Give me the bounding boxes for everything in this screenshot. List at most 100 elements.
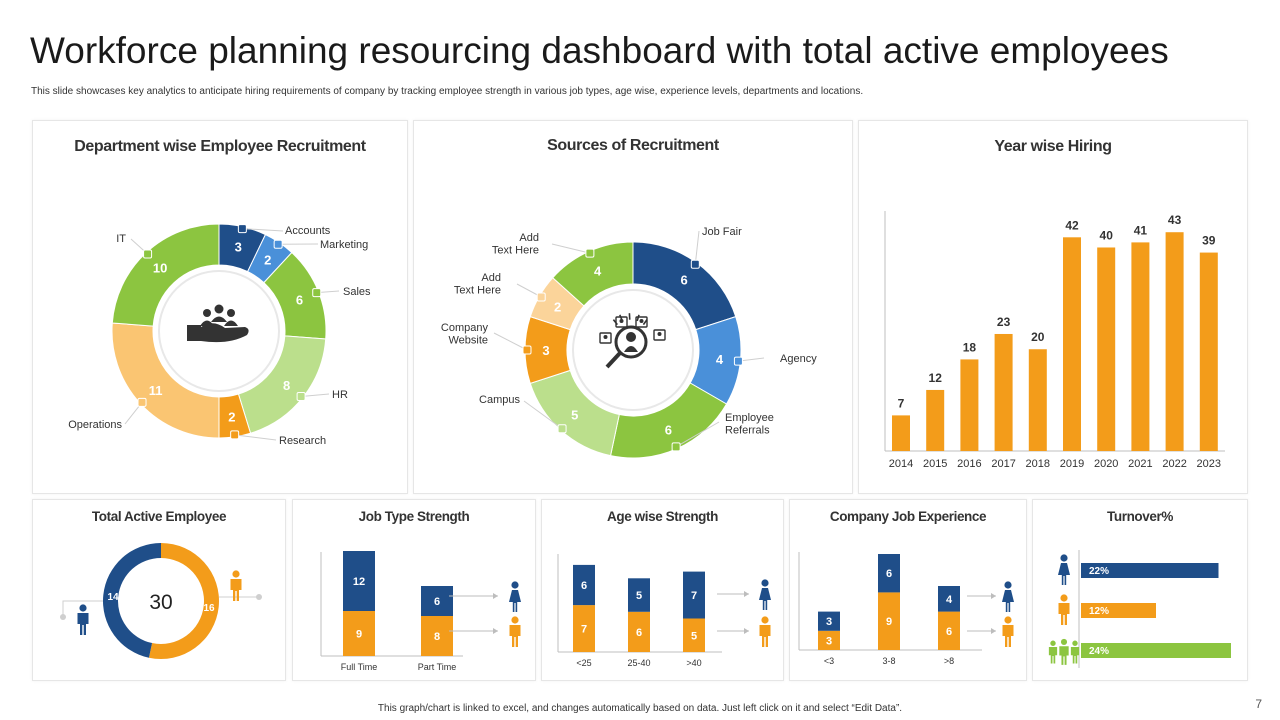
- year-value-label: 12: [929, 371, 943, 385]
- magnifier-handle: [605, 351, 622, 369]
- speech-box: [615, 316, 628, 328]
- jobtype-bar-male-full-time[interactable]: [343, 551, 375, 611]
- turnover-bar-chart[interactable]: 22% 12% 24%: [1033, 500, 1249, 682]
- total-slice-female[interactable]: [148, 543, 220, 659]
- speech-person: [657, 332, 662, 336]
- experience-male-value: 3: [826, 616, 832, 628]
- sources-category-label: Agency: [780, 353, 817, 365]
- jobtype-bar-female-full-time[interactable]: [343, 611, 375, 656]
- sources-category-label: Referrals: [725, 425, 770, 437]
- female-connector-dot: [256, 594, 262, 600]
- year-bar-2022[interactable]: [1165, 232, 1184, 451]
- year-bar-2015[interactable]: [926, 389, 945, 451]
- turnover-bar-female[interactable]: [1081, 603, 1156, 618]
- sources-category-label: Website: [448, 335, 488, 347]
- person-head: [227, 309, 235, 317]
- dept-category-label: Research: [279, 435, 326, 447]
- sources-callout-marker: [557, 424, 567, 434]
- sources-category-label: Add: [481, 272, 501, 284]
- year-bar-2018[interactable]: [1028, 349, 1047, 451]
- jobtype-female-value: 8: [434, 631, 440, 643]
- total-active-donut-chart[interactable]: 30 16 14: [33, 500, 287, 682]
- turnover-bar-total[interactable]: [1081, 643, 1231, 658]
- year-bar-2014[interactable]: [892, 415, 910, 451]
- page-title: Workforce planning resourcing dashboard …: [30, 30, 1169, 71]
- person-body: [211, 316, 227, 322]
- experience-male-icon-body: [1002, 590, 1014, 612]
- total-male-icon: [77, 604, 89, 635]
- dept-value-label: 10: [153, 261, 167, 276]
- turnover-value-label: 24%: [1089, 646, 1109, 657]
- sources-callout-marker: [522, 345, 532, 355]
- year-bar-2023[interactable]: [1199, 252, 1218, 451]
- dept-category-label: Operations: [68, 419, 122, 431]
- year-bar-2017[interactable]: [994, 333, 1013, 451]
- age-bar-female-25[interactable]: [573, 605, 595, 652]
- jobtype-male-value: 12: [353, 576, 365, 588]
- experience-bar-male-8[interactable]: [938, 586, 960, 612]
- group-member-icon: [1070, 640, 1080, 664]
- turnover-female-icon-head: [1060, 594, 1068, 602]
- magnifier-lens: [614, 325, 648, 359]
- job-type-stacked-chart[interactable]: 9 12 Full Time 8 6 Part Time: [293, 500, 537, 682]
- age-bar-female-40[interactable]: [683, 618, 705, 653]
- year-hiring-panel: Year wise Hiring 7 2014 12 2015 18 2016 23 2017…: [858, 120, 1248, 494]
- dept-category-label: Accounts: [285, 225, 331, 237]
- year-tick-label: 2016: [957, 458, 981, 470]
- total-slice-male[interactable]: [103, 543, 161, 658]
- male-connector: [62, 600, 103, 615]
- sources-callout-line: [675, 421, 720, 448]
- jobtype-bar-female-part-time[interactable]: [421, 616, 453, 656]
- age-male-value: 7: [691, 590, 697, 602]
- hand-palm: [201, 323, 249, 343]
- dept-callout-marker: [230, 430, 240, 440]
- dept-callout-marker: [296, 391, 306, 401]
- age-female-value: 7: [581, 624, 587, 636]
- sources-callout-marker: [690, 259, 700, 269]
- sources-recruitment-title: Sources of Recruitment: [547, 137, 719, 154]
- year-bar-2021[interactable]: [1131, 242, 1150, 451]
- turnover-bar-male[interactable]: [1081, 563, 1219, 578]
- age-male-icon-head: [761, 579, 769, 587]
- department-recruitment-title: Department wise Employee Recruitment: [74, 138, 366, 155]
- department-donut-chart[interactable]: 3 Accounts 2 Marketing 6 Sales 8 HR 2 Research 11 O…: [33, 121, 409, 495]
- age-bar-male-25[interactable]: [573, 564, 595, 606]
- age-male-icon-body: [759, 588, 771, 610]
- sources-callout-line: [493, 332, 528, 351]
- person-head: [203, 309, 211, 317]
- experience-bar-male-3-8[interactable]: [878, 554, 900, 593]
- sources-value-label: 3: [542, 343, 549, 358]
- experience-bar-female-3-8[interactable]: [878, 592, 900, 650]
- experience-bar-female-8[interactable]: [938, 611, 960, 650]
- age-bar-male-25-40[interactable]: [628, 578, 650, 612]
- sources-callout-marker: [733, 356, 743, 366]
- dept-callout-line: [301, 393, 330, 397]
- dept-callout-marker: [143, 249, 153, 259]
- sources-category-label: Text Here: [492, 245, 539, 257]
- age-tick-label: 25-40: [627, 658, 650, 668]
- job-experience-stacked-chart[interactable]: 3 3 <3 9 6 3-8 6 4 >8: [790, 500, 1028, 682]
- year-hiring-title: Year wise Hiring: [994, 138, 1112, 155]
- experience-male-arrow-head: [991, 593, 996, 599]
- year-value-label: 43: [1168, 213, 1182, 227]
- group-member-icon-head: [1072, 640, 1078, 646]
- year-tick-label: 2017: [991, 458, 1015, 470]
- year-bar-2016[interactable]: [960, 359, 979, 451]
- turnover-panel: Turnover% 22% 12% 24%: [1032, 499, 1248, 681]
- dept-callout-marker: [137, 397, 147, 407]
- age-bar-male-40[interactable]: [683, 571, 705, 619]
- sources-callout-marker: [536, 292, 546, 302]
- age-bar-female-25-40[interactable]: [628, 611, 650, 652]
- experience-bar-male-3[interactable]: [818, 611, 840, 631]
- total-female-icon-head: [232, 570, 240, 578]
- age-strength-stacked-chart[interactable]: 7 6 <25 6 5 25-40 5 7 >40: [542, 500, 785, 682]
- year-bar-2019[interactable]: [1063, 237, 1081, 451]
- experience-bar-female-3[interactable]: [818, 630, 840, 650]
- jobtype-bar-male-part-time[interactable]: [421, 586, 453, 616]
- year-bar-2020[interactable]: [1097, 247, 1116, 451]
- bulb-person-head: [626, 332, 636, 342]
- year-hiring-bar-chart[interactable]: 7 2014 12 2015 18 2016 23 2017 20 2018 42 2019 40 202…: [859, 121, 1249, 495]
- dept-value-label: 2: [228, 410, 235, 425]
- job-experience-title: Company Job Experience: [829, 509, 987, 524]
